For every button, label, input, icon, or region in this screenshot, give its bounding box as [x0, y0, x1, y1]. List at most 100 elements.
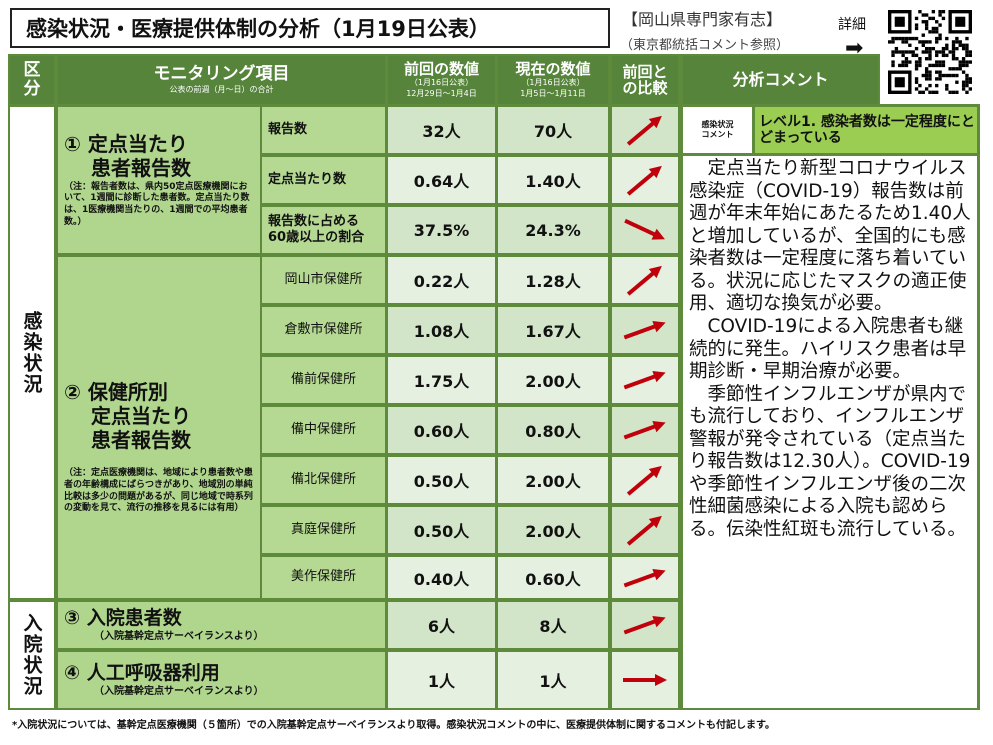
- qr-code-icon[interactable]: [888, 10, 972, 94]
- group-sentinel: ① 定点当たり 患者報告数 （注：報告者数は、県内50定点医療機関において、1週…: [58, 107, 260, 253]
- comment-paragraph: 定点当たり新型コロナウイルス感染症（COVID-19）報告数は前週が年末年始にあ…: [689, 158, 971, 315]
- row-trend: [612, 257, 678, 303]
- row-trend: [612, 457, 678, 503]
- row-trend: [612, 407, 678, 453]
- row-item: 真庭保健所: [262, 507, 385, 553]
- trend-arrow-icon: [623, 370, 666, 390]
- group-note: （注：定点医療機関は、地域により患者数や患者の年齢構成にばらつきがあり、地域別の…: [64, 468, 253, 514]
- row-curr-value: 2.00人: [498, 457, 608, 503]
- trend-arrow-icon: [623, 615, 666, 635]
- organization-note: （東京都統括コメント参照）: [620, 38, 790, 53]
- row-trend: [612, 652, 678, 708]
- row-prev-value: 32人: [388, 107, 495, 153]
- header-comment-label: 分析コメント: [732, 70, 829, 90]
- row-item: 報告数に占める 60歳以上の割合: [262, 207, 385, 253]
- trend-arrow-icon: [626, 465, 662, 496]
- trend-arrow-icon: [626, 265, 662, 296]
- row-trend: [612, 157, 678, 203]
- detail-label: 詳細: [838, 17, 866, 33]
- row-curr-value: 0.60人: [498, 557, 608, 598]
- row-item: 備中保健所: [262, 407, 385, 453]
- group-title: ① 定点当たり 患者報告数: [64, 131, 191, 180]
- row-curr-value: 8人: [498, 602, 608, 648]
- row-item: 報告数: [262, 107, 385, 153]
- row-trend: [612, 207, 678, 253]
- row-trend: [612, 557, 678, 598]
- row-prev-value: 0.64人: [388, 157, 495, 203]
- row-prev-value: 0.50人: [388, 507, 495, 553]
- comment-paragraph: COVID-19による入院患者も継続的に発生。ハイリスク患者は早期診断・早期治療…: [689, 315, 967, 383]
- header-item: モニタリング項目 公表の前週（月～日）の合計: [58, 56, 385, 104]
- row-trend: [612, 107, 678, 153]
- header-item-sub: 公表の前週（月～日）の合計: [169, 84, 274, 94]
- group-title: ④ 人工呼吸器利用: [64, 662, 220, 685]
- group-note: （入院基幹定点サーベイランスより）: [94, 630, 264, 642]
- page-title: 感染状況・医療提供体制の分析（1月19日公表）: [10, 8, 610, 48]
- row-prev-value: 37.5%: [388, 207, 495, 253]
- row-prev-value: 1人: [388, 652, 495, 708]
- header-kubun-label: 区分: [23, 60, 41, 99]
- group-title: ② 保健所別 定点当たり 患者報告数: [64, 380, 191, 453]
- header-compare-label: 前回との比較: [622, 62, 668, 97]
- row-item: 定点当たり数: [262, 157, 385, 203]
- group-note: （注：報告者数は、県内50定点医療機関において、1週間に診断した患者数。定点当た…: [64, 181, 250, 227]
- row-item: 倉敷市保健所: [262, 307, 385, 353]
- row-curr-value: 0.80人: [498, 407, 608, 453]
- row-curr-value: 24.3%: [498, 207, 608, 253]
- row-curr-value: 1.40人: [498, 157, 608, 203]
- trend-arrow-icon: [624, 218, 665, 240]
- row-trend: [612, 357, 678, 403]
- trend-arrow-icon: [626, 165, 662, 196]
- row-curr-value: 1.67人: [498, 307, 608, 353]
- row-curr-value: 70人: [498, 107, 608, 153]
- header-prev-period: 12月29日～1月4日: [406, 89, 477, 99]
- row-item: 備北保健所: [262, 457, 385, 503]
- row-prev-value: 0.60人: [388, 407, 495, 453]
- header-prev: 前回の数値 （1月16日公表） 12月29日～1月4日: [388, 56, 495, 104]
- group-note: （入院基幹定点サーベイランスより）: [94, 685, 264, 697]
- comment-paragraph: 季節性インフルエンザが県内でも流行しており、インフルエンザ警報が発令されている（…: [689, 383, 971, 540]
- group-title: ③ 入院患者数: [64, 607, 182, 630]
- trend-arrow-icon: [623, 568, 666, 587]
- header-curr-date: （1月16日公表）: [521, 78, 585, 88]
- header-curr-label: 現在の数値: [515, 59, 591, 78]
- row-trend: [612, 602, 678, 648]
- row-prev-value: 0.22人: [388, 257, 495, 303]
- group-inpatients: ③ 入院患者数 （入院基幹定点サーベイランスより）: [58, 602, 385, 648]
- comment-level: レベル1. 感染者数は一定程度にとどまっている: [755, 107, 977, 153]
- row-prev-value: 1.08人: [388, 307, 495, 353]
- header-compare: 前回との比較: [612, 56, 678, 104]
- row-prev-value: 1.75人: [388, 357, 495, 403]
- header-item-label: モニタリング項目: [153, 64, 290, 85]
- row-trend: [612, 307, 678, 353]
- header-comment: 分析コメント: [683, 56, 878, 104]
- trend-arrow-icon: [626, 115, 662, 146]
- row-trend: [612, 507, 678, 553]
- group-ventilator: ④ 人工呼吸器利用 （入院基幹定点サーベイランスより）: [58, 652, 385, 708]
- row-item: 岡山市保健所: [262, 257, 385, 303]
- section-infection: 感染状況: [10, 107, 54, 598]
- header-kubun: 区分: [10, 56, 54, 104]
- trend-arrow-icon: [623, 674, 667, 686]
- header-curr: 現在の数値 （1月16日公表） 1月5日～1月11日: [498, 56, 608, 104]
- comment-body: 定点当たり新型コロナウイルス感染症（COVID-19）報告数は前週が年末年始にあ…: [683, 156, 977, 708]
- organization: 【岡山県専門家有志】: [622, 10, 783, 29]
- trend-arrow-icon: [626, 515, 662, 546]
- row-curr-value: 1.28人: [498, 257, 608, 303]
- comment-label: 感染状況 コメント: [683, 107, 752, 153]
- footnote: *入院状況については、基幹定点医療機関（５箇所）での入院基幹定点サーベイランスよ…: [12, 720, 776, 731]
- row-item: 美作保健所: [262, 557, 385, 598]
- row-curr-value: 1人: [498, 652, 608, 708]
- trend-arrow-icon: [623, 320, 666, 340]
- row-prev-value: 0.50人: [388, 457, 495, 503]
- header-prev-date: （1月16日公表）: [409, 78, 474, 88]
- row-item: 備前保健所: [262, 357, 385, 403]
- row-curr-value: 2.00人: [498, 507, 608, 553]
- header-curr-period: 1月5日～1月11日: [520, 89, 586, 99]
- header-prev-label: 前回の数値: [403, 59, 479, 78]
- row-curr-value: 2.00人: [498, 357, 608, 403]
- row-prev-value: 6人: [388, 602, 495, 648]
- group-health-center: ② 保健所別 定点当たり 患者報告数 （注：定点医療機関は、地域により患者数や患…: [58, 257, 260, 598]
- row-prev-value: 0.40人: [388, 557, 495, 598]
